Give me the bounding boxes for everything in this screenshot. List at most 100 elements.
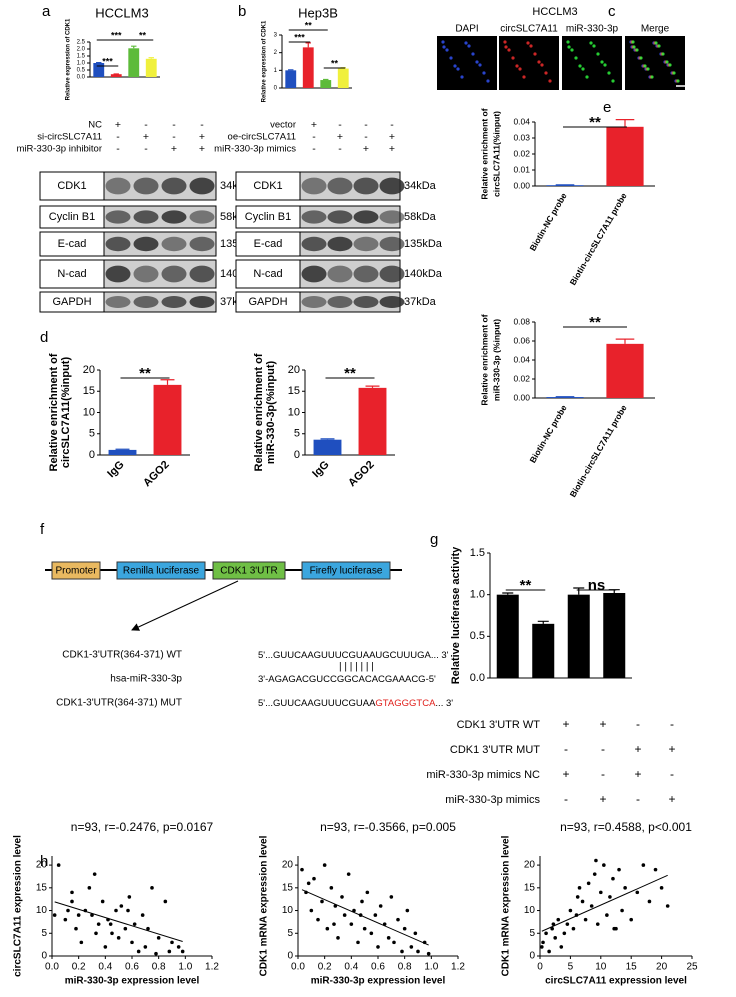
data-point: [576, 895, 580, 899]
data-point: [170, 941, 174, 945]
x-tick-label: 0.8: [398, 962, 412, 973]
data-point: [660, 886, 664, 890]
condition-mark: -: [172, 131, 176, 143]
channel-label: circSLC7A11: [500, 24, 558, 35]
error-bar: [366, 386, 380, 388]
condition-mark: +: [634, 767, 641, 781]
data-point: [133, 922, 137, 926]
error-bar: [502, 593, 513, 595]
channel-label: Merge: [641, 24, 670, 35]
x-tick-label: Biotin-circSLC7A11 probe: [568, 403, 629, 499]
y-axis-label: Relative enrichment of: [48, 353, 60, 471]
x-tick-label: 1.0: [424, 962, 438, 973]
data-point: [109, 922, 113, 926]
condition-mark: -: [338, 119, 342, 131]
blot-band: [380, 266, 405, 283]
cell: [639, 56, 642, 59]
y-tick-label: 0: [41, 951, 47, 962]
x-tick-label: 0.6: [371, 962, 385, 973]
sequence-text: 5'...GUUCAAGUUUCGUAA: [258, 698, 376, 709]
data-point: [74, 927, 78, 931]
data-point: [117, 936, 121, 940]
cell: [471, 52, 474, 55]
condition-mark: +: [115, 119, 121, 131]
x-tick-label: AGO2: [141, 459, 172, 490]
band-size: 34kDa: [404, 180, 437, 192]
channel-label: DAPI: [455, 24, 478, 35]
bar: [338, 69, 349, 88]
data-point: [53, 913, 57, 917]
y-tick-label: 0.00: [513, 180, 530, 190]
x-axis-label: miR-330-3p expression level: [65, 976, 200, 987]
y-axis-label: miR-330-3p (%input): [491, 319, 501, 401]
cell: [603, 63, 606, 66]
y-tick-label: 1.0: [77, 61, 86, 67]
data-point: [93, 872, 97, 876]
panel-letter: d: [40, 329, 48, 346]
cell: [566, 40, 569, 43]
y-tick-label: 0.02: [513, 148, 530, 158]
bar: [532, 624, 554, 678]
y-tick-label: 2.5: [77, 40, 86, 46]
blot-band: [380, 210, 405, 223]
significance-label: **: [520, 577, 532, 594]
condition-mark: +: [199, 143, 205, 155]
microscopy-title: HCCLM3: [532, 6, 577, 18]
cell: [540, 63, 543, 66]
sequence-text: 5'...GUUCAAGUUUCGUAAUGCUUUGA... 3': [258, 650, 449, 661]
blot-band: [380, 296, 405, 308]
condition-name: NC: [88, 120, 102, 131]
data-point: [80, 941, 84, 945]
condition-mark: -: [390, 119, 394, 131]
data-point: [77, 913, 81, 917]
blot-band: [380, 237, 405, 251]
fit-line: [542, 875, 668, 931]
data-point: [620, 909, 624, 913]
x-tick-label: 0.6: [125, 962, 139, 973]
y-tick-label: 0: [274, 86, 278, 92]
condition-mark: -: [116, 143, 120, 155]
data-point: [64, 918, 68, 922]
y-axis-label: miR-330-3p(%input): [265, 361, 277, 465]
protein-label: GAPDH: [248, 296, 287, 308]
data-point: [578, 886, 582, 890]
y-tick-label: 20: [282, 860, 294, 871]
data-point: [629, 918, 633, 922]
mutated-bases: GTAGGGTCA: [375, 698, 436, 709]
cell: [464, 41, 467, 44]
cell: [672, 71, 675, 74]
data-point: [128, 895, 132, 899]
cell: [657, 44, 660, 47]
error-bar: [321, 439, 335, 440]
data-point: [120, 904, 124, 908]
x-tick-label: Biotin-NC probe: [527, 403, 568, 465]
blot-band: [354, 178, 379, 195]
chart-title: HCCLM3: [95, 5, 148, 20]
blot-band: [134, 237, 159, 251]
cell: [460, 75, 463, 78]
cell: [486, 79, 489, 82]
cell: [544, 71, 547, 74]
condition-name: miR-330-3p mimics NC: [426, 769, 540, 781]
data-point: [343, 913, 347, 917]
protein-label: N-cad: [253, 268, 282, 280]
y-tick-label: 0.0: [77, 75, 86, 81]
x-tick-label: 1.2: [451, 962, 465, 973]
data-point: [66, 909, 70, 913]
cell: [511, 56, 514, 59]
error-bar: [131, 46, 136, 48]
blot-band: [302, 178, 327, 195]
condition-name: vector: [270, 120, 296, 131]
y-tick-label: 0: [89, 449, 95, 461]
condition-name: miR-330-3p mimics: [214, 144, 296, 155]
cell: [467, 44, 470, 47]
cell: [581, 67, 584, 70]
blot-band: [162, 178, 187, 195]
cell: [665, 60, 668, 63]
data-point: [310, 909, 314, 913]
data-point: [540, 945, 544, 949]
condition-name: oe-circSLC7A11: [228, 132, 296, 143]
cell: [475, 60, 478, 63]
error-bar: [323, 80, 328, 81]
cell: [646, 67, 649, 70]
